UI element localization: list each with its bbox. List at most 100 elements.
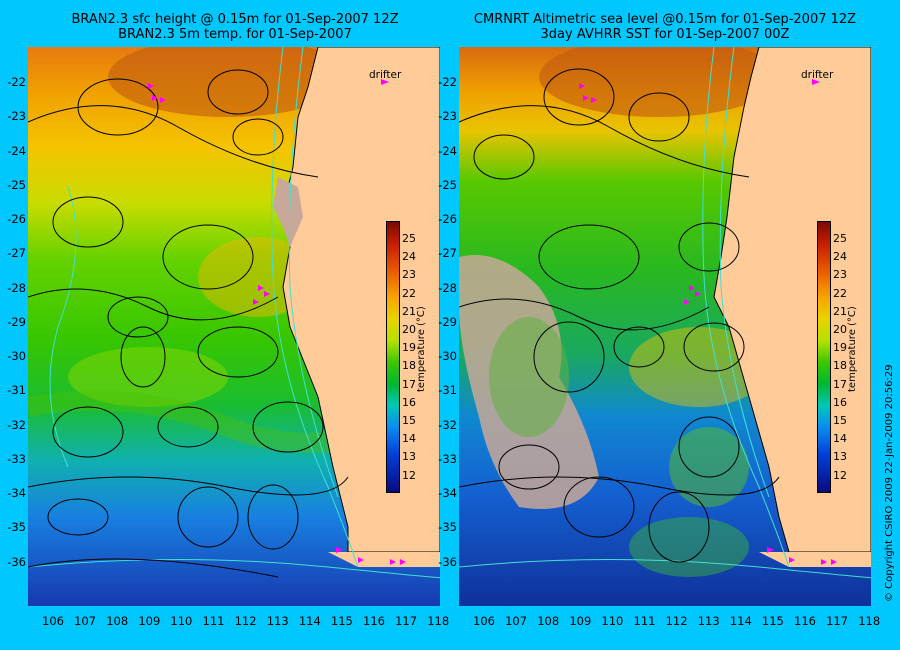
colorbar-tick: 13: [402, 450, 416, 464]
colorbar-tick: 21: [833, 304, 847, 318]
lat-tick: -29: [7, 314, 26, 329]
colorbar-tick: 19: [402, 341, 416, 355]
colorbar-label-left: temperature (°C): [416, 306, 427, 392]
drifter-legend-right: drifter: [801, 69, 834, 81]
colorbar-right: [817, 221, 831, 493]
colorbar-tick: 13: [833, 450, 847, 464]
colorbar-tick: 18: [402, 359, 416, 373]
lat-tick: -32: [438, 417, 457, 432]
lon-tick: 113: [266, 614, 289, 628]
lat-tick: -24: [438, 143, 457, 158]
lat-tick: -23: [438, 109, 457, 124]
colorbar-tick: 16: [833, 395, 847, 409]
lat-tick: -28: [438, 280, 457, 295]
colorbar-tick: 25: [833, 232, 847, 245]
copyright-text: © Copyright CSIRO 2009 22-Jan-2009 20:56…: [884, 364, 895, 602]
lat-tick: -33: [438, 451, 457, 466]
lon-tick: 108: [106, 614, 129, 628]
lon-tick: 109: [138, 614, 161, 628]
lat-tick: -36: [7, 554, 26, 569]
lat-tick: -31: [7, 383, 26, 398]
lat-tick: -33: [7, 451, 26, 466]
lon-tick: 116: [794, 614, 816, 628]
lat-tick: -26: [7, 212, 26, 226]
lon-tick: 107: [505, 614, 528, 628]
lat-tick: -24: [7, 143, 26, 158]
lon-tick: 110: [170, 614, 193, 628]
drifters-left: [148, 79, 406, 565]
colorbar-tick: 18: [833, 359, 847, 373]
lat-tick: -34: [438, 486, 457, 500]
lon-tick: 112: [665, 614, 688, 628]
colorbar-tick: 15: [833, 414, 847, 427]
lat-tick: -28: [7, 280, 26, 295]
colorbar-tick: 24: [833, 250, 847, 264]
drifters-right: [579, 79, 837, 565]
colorbar-left: [386, 221, 400, 493]
lon-tick: 118: [427, 614, 450, 628]
left-panel-title: BRAN2.3 sfc height @ 0.15m for 01-Sep-20…: [20, 12, 450, 42]
colorbar-tick: 12: [402, 468, 416, 482]
lon-tick: 114: [298, 614, 321, 628]
left-title-line1: BRAN2.3 sfc height @ 0.15m for 01-Sep-20…: [71, 12, 399, 27]
lon-tick: 116: [363, 614, 385, 628]
lat-tick: -27: [438, 246, 457, 261]
colorbar-tick: 21: [402, 304, 416, 318]
colorbar-tick: 15: [402, 414, 416, 427]
colorbar-tick: 23: [402, 268, 416, 282]
colorbar-tick: 23: [833, 268, 847, 282]
colorbar-tick: 20: [402, 323, 416, 336]
lon-tick: 114: [729, 614, 752, 628]
lat-tick: -36: [438, 554, 457, 569]
lon-tick: 115: [330, 614, 353, 628]
colorbar-label-right: temperature (°C): [847, 306, 858, 392]
lat-tick: -34: [7, 486, 26, 500]
lon-tick: 117: [826, 614, 849, 628]
lat-tick: -27: [7, 246, 26, 261]
lat-tick: -30: [438, 349, 457, 363]
lon-tick: 115: [761, 614, 784, 628]
left-sst-map: [28, 47, 440, 606]
lon-tick: 113: [697, 614, 720, 628]
lon-tick: 106: [473, 614, 495, 628]
right-title-line1: CMRNRT Altimetric sea level @0.15m for 0…: [473, 12, 857, 27]
right-title-line2: 3day AVHRR SST for 01-Sep-2007 00Z: [540, 27, 790, 42]
colorbar-tick: 22: [402, 286, 416, 300]
colorbar-tick: 22: [833, 286, 847, 300]
lat-tick: -31: [438, 383, 457, 398]
lon-tick: 118: [858, 614, 881, 628]
colorbar-tick: 19: [833, 341, 847, 355]
lon-tick: 109: [569, 614, 592, 628]
lat-tick: -23: [7, 109, 26, 124]
colorbar-tick: 12: [833, 468, 847, 482]
lat-tick: -32: [7, 417, 26, 432]
colorbar-tick: 25: [402, 232, 416, 245]
lon-tick: 110: [601, 614, 624, 628]
lon-tick: 112: [234, 614, 257, 628]
lon-tick: 107: [74, 614, 97, 628]
lat-tick: -25: [438, 177, 457, 192]
lat-tick: -30: [7, 349, 26, 363]
colorbar-tick: 17: [402, 377, 416, 391]
colorbar-tick: 17: [833, 377, 847, 391]
left-title-line2: BRAN2.3 5m temp. for 01-Sep-2007: [118, 27, 352, 42]
lat-tick: -22: [7, 75, 26, 89]
right-panel-title: CMRNRT Altimetric sea level @0.15m for 0…: [450, 12, 880, 42]
lat-tick: -22: [438, 75, 457, 89]
right-sst-map: [459, 47, 871, 606]
lat-tick: -35: [438, 520, 457, 535]
lon-tick: 117: [395, 614, 418, 628]
lon-tick: 111: [633, 614, 656, 628]
colorbar-tick: 16: [402, 395, 416, 409]
lat-tick: -29: [438, 314, 457, 329]
lat-tick: -35: [7, 520, 26, 535]
colorbar-tick: 14: [833, 432, 847, 446]
lon-tick: 106: [42, 614, 64, 628]
colorbar-tick: 24: [402, 250, 416, 264]
lat-tick: -26: [438, 212, 457, 226]
drifter-legend-left: drifter: [369, 69, 402, 81]
lon-tick: 108: [537, 614, 560, 628]
lat-tick: -25: [7, 177, 26, 192]
lon-tick: 111: [202, 614, 225, 628]
colorbar-tick: 14: [402, 432, 416, 446]
